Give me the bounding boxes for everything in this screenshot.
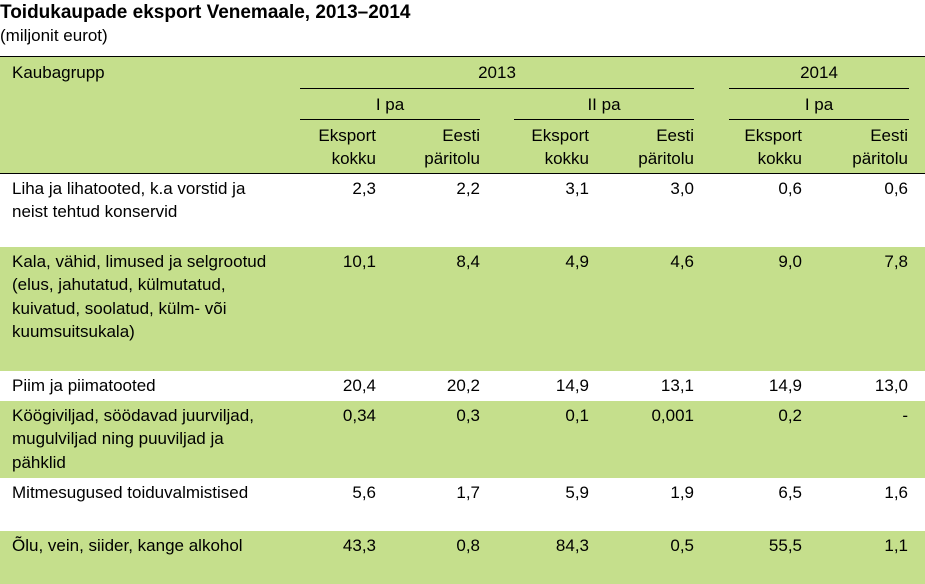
- row-label: Kala, vähid, limused ja selgrootud (elus…: [12, 252, 267, 341]
- cell-value: 1,1: [884, 536, 908, 555]
- cell-value: 1,9: [670, 483, 694, 502]
- cell-value: 43,3: [342, 536, 376, 555]
- cell-value: 0,8: [456, 536, 480, 555]
- cell-value: 13,0: [874, 376, 908, 395]
- cell-value: 4,6: [670, 252, 694, 271]
- cell-value: 20,4: [342, 376, 376, 395]
- cell-value: 0,5: [670, 536, 694, 555]
- cell-value: 0,34: [342, 406, 376, 425]
- cell-value: 0,6: [778, 179, 802, 198]
- header-group-label: Kaubagrupp: [12, 63, 105, 82]
- col-header-origin: Eesti päritolu: [852, 126, 908, 168]
- cell-value: 14,9: [555, 376, 589, 395]
- cell-value: 10,1: [342, 252, 376, 271]
- cell-value: 84,3: [555, 536, 589, 555]
- cell-value: 5,9: [565, 483, 589, 502]
- col-header-origin: Eesti päritolu: [424, 126, 480, 168]
- cell-value: 4,9: [565, 252, 589, 271]
- cell-value: 14,9: [768, 376, 802, 395]
- rule-2013: [300, 88, 694, 89]
- rule-2014-p1: [729, 119, 909, 120]
- cell-value: 2,3: [352, 179, 376, 198]
- table-row: Mitmesugused toiduvalmistised 5,6 1,7 5,…: [0, 478, 925, 531]
- cell-value: 0,1: [565, 406, 589, 425]
- table-row: Kala, vähid, limused ja selgrootud (elus…: [0, 247, 925, 371]
- header-bottom-rule: [0, 173, 925, 174]
- header-top-rule: [0, 56, 925, 57]
- cell-value: 2,2: [456, 179, 480, 198]
- cell-value: 0,3: [456, 406, 480, 425]
- header-year-2014: 2014: [800, 63, 838, 82]
- cell-value: 13,1: [660, 376, 694, 395]
- col-header-total: Eksport kokku: [531, 126, 589, 168]
- header-year-2013: 2013: [478, 63, 516, 82]
- cell-value: 3,0: [670, 179, 694, 198]
- cell-value: 0,001: [651, 406, 694, 425]
- cell-value: 5,6: [352, 483, 376, 502]
- table-row: Õlu, vein, siider, kange alkohol 43,3 0,…: [0, 531, 925, 584]
- rule-2014: [729, 88, 909, 89]
- header-2014-period-1: I pa: [804, 95, 834, 114]
- table-row: Köögiviljad, söödavad juurviljad, mugulv…: [0, 401, 925, 478]
- cell-value: 0,6: [884, 179, 908, 198]
- row-label: Liha ja lihatooted, k.a vorstid ja neist…: [12, 179, 246, 222]
- cell-value: 55,5: [768, 536, 802, 555]
- cell-value: 1,6: [884, 483, 908, 502]
- header-2013-period-1: I pa: [375, 95, 405, 114]
- table-header: [0, 56, 925, 174]
- cell-value: 7,8: [884, 252, 908, 271]
- table-row: Liha ja lihatooted, k.a vorstid ja neist…: [0, 174, 925, 247]
- cell-value: 20,2: [446, 376, 480, 395]
- cell-value: 3,1: [565, 179, 589, 198]
- row-label: Mitmesugused toiduvalmistised: [12, 483, 249, 502]
- col-header-origin: Eesti päritolu: [638, 126, 694, 168]
- row-label: Õlu, vein, siider, kange alkohol: [12, 536, 243, 555]
- row-label: Köögiviljad, söödavad juurviljad, mugulv…: [12, 406, 254, 472]
- table-row: Piim ja piimatooted 20,4 20,2 14,9 13,1 …: [0, 371, 925, 401]
- table-title: Toidukaupade eksport Venemaale, 2013–201…: [0, 2, 411, 23]
- cell-value: 0,2: [778, 406, 802, 425]
- cell-value: 9,0: [778, 252, 802, 271]
- header-2013-period-2: II pa: [587, 95, 621, 114]
- table-subtitle: (miljonit eurot): [0, 26, 108, 45]
- cell-value: 8,4: [456, 252, 480, 271]
- cell-value: 1,7: [456, 483, 480, 502]
- col-header-total: Eksport kokku: [744, 126, 802, 168]
- col-header-total: Eksport kokku: [318, 126, 376, 168]
- rule-2013-p2: [514, 119, 694, 120]
- cell-value: -: [902, 406, 908, 425]
- cell-value: 6,5: [778, 483, 802, 502]
- rule-2013-p1: [300, 119, 480, 120]
- row-label: Piim ja piimatooted: [12, 376, 156, 395]
